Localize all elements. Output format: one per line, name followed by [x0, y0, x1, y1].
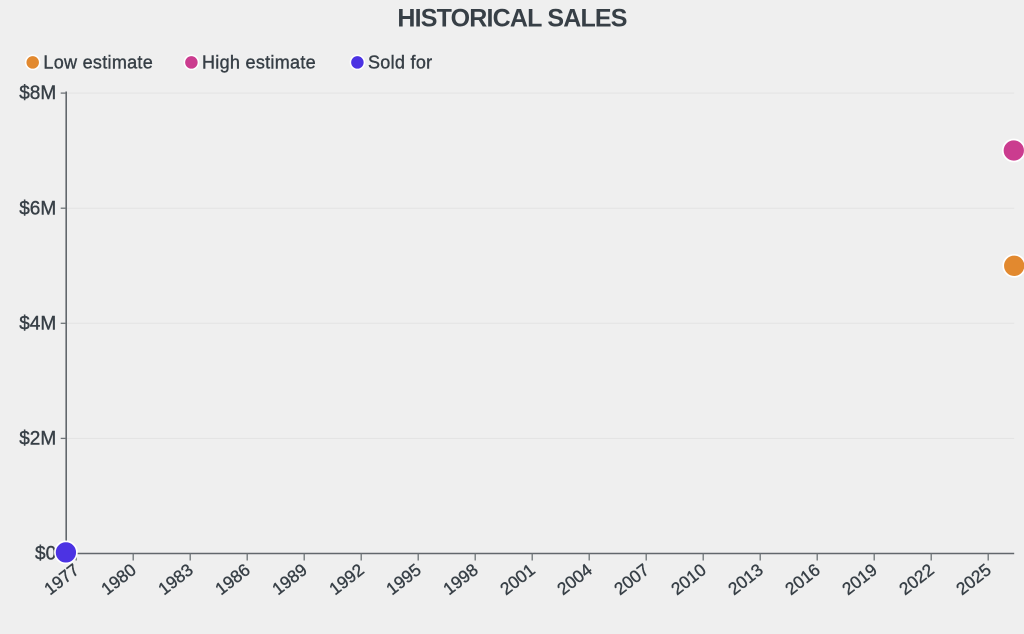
- svg-text:$4M: $4M: [19, 313, 56, 334]
- svg-text:HISTORICAL SALES: HISTORICAL SALES: [397, 5, 626, 33]
- svg-text:$6M: $6M: [19, 198, 56, 219]
- svg-text:$2M: $2M: [19, 429, 56, 450]
- svg-text:Sold for: Sold for: [368, 53, 432, 73]
- svg-text:$8M: $8M: [19, 83, 56, 104]
- svg-text:High estimate: High estimate: [202, 53, 316, 73]
- svg-text:$0: $0: [35, 544, 56, 565]
- svg-text:Low estimate: Low estimate: [43, 53, 153, 73]
